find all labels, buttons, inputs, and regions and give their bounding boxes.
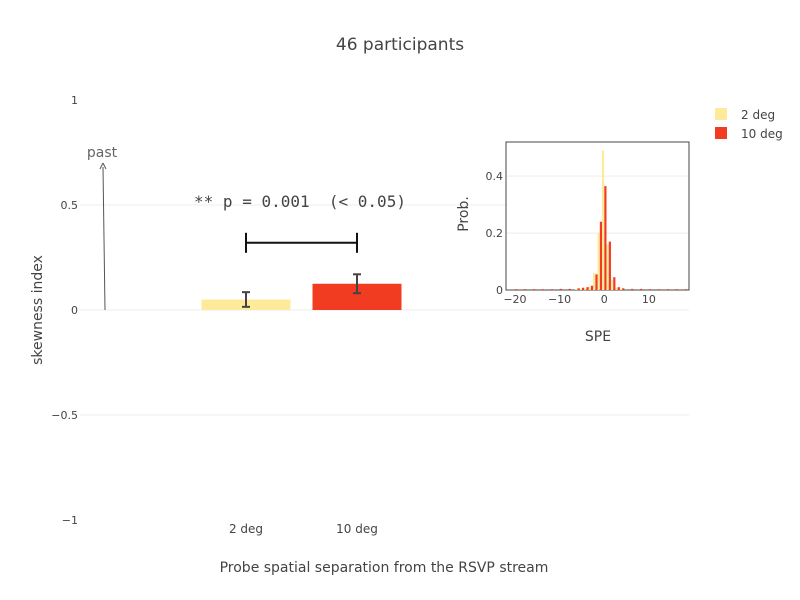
inset-bar-10deg	[595, 274, 598, 290]
y-axis-title: skewness index	[30, 255, 46, 365]
inset-x-tick-labels: −20 −10 0 10	[503, 293, 656, 306]
inset-x-tick-label: −10	[548, 293, 571, 306]
x-axis-title: Probe spatial separation from the RSVP s…	[220, 560, 549, 576]
inset-bar-10deg	[648, 289, 652, 290]
inset-bar-2deg	[584, 288, 587, 290]
inset-bar-10deg	[666, 289, 669, 290]
x-tick-label: 2 deg	[229, 522, 263, 536]
inset-bar-10deg	[568, 288, 571, 290]
inset-bar-2deg	[619, 288, 622, 290]
main-y-tick-labels: 1 0.5 0 −0.5 −1	[51, 94, 78, 527]
inset-bar-10deg	[608, 241, 611, 290]
inset-bar-2deg	[597, 233, 600, 290]
y-tick-label: 0.5	[61, 199, 79, 212]
x-tick-label: 10 deg	[336, 522, 378, 536]
main-x-tick-labels: 2 deg 10 deg	[229, 522, 378, 536]
inset-bar-10deg	[684, 289, 687, 290]
inset-y-axis-title: Prob.	[456, 196, 472, 232]
inset-x-tick-label: 10	[642, 293, 656, 306]
inset-bar-10deg	[523, 289, 527, 290]
legend-item-2deg[interactable]: 2 deg	[715, 108, 775, 122]
inset-bar-10deg	[515, 289, 518, 290]
inset-bar-10deg	[657, 289, 661, 290]
main-annotations: past ** p = 0.001 (< 0.05)	[87, 145, 406, 311]
main-error-bars	[242, 273, 361, 308]
inset-bar-2deg	[579, 288, 582, 290]
inset-bar-2deg	[575, 288, 578, 290]
inset-bar-10deg	[550, 289, 553, 290]
past-label: past	[87, 145, 118, 161]
legend[interactable]: 2 deg 10 deg	[715, 108, 783, 141]
inset-bar-10deg	[590, 285, 594, 290]
y-tick-label: 1	[71, 94, 78, 107]
inset-y-tick-label: 0.2	[486, 227, 504, 240]
past-arrow-head	[99, 162, 107, 170]
inset-bar-2deg	[606, 244, 609, 290]
inset-bar-10deg	[604, 186, 607, 290]
inset-plot: 0 0.2 0.4 −20 −10 0 10	[486, 141, 690, 306]
inset-bar-10deg	[622, 288, 625, 290]
past-arrow-line	[102, 166, 106, 311]
legend-label-10deg: 10 deg	[741, 127, 783, 141]
inset-bar-10deg	[675, 289, 678, 290]
main-bars	[201, 283, 402, 310]
inset-bar-10deg	[631, 288, 634, 290]
inset-y-tick-labels: 0 0.2 0.4	[486, 170, 504, 297]
legend-swatch-2deg	[715, 108, 727, 120]
y-tick-label: −1	[62, 514, 78, 527]
inset-bar-10deg	[599, 221, 603, 290]
inset-bar-10deg	[640, 288, 643, 290]
inset-bar-2deg	[592, 272, 596, 290]
inset-bar-2deg	[588, 286, 591, 290]
inset-bar-10deg	[559, 288, 562, 290]
inset-y-tick-label: 0.4	[486, 170, 504, 183]
chart-title: 46 participants	[336, 35, 464, 55]
inset-bars	[515, 150, 687, 290]
legend-swatch-10deg	[715, 127, 727, 139]
significance-label: ** p = 0.001 (< 0.05)	[194, 192, 406, 211]
main-plot: 1 0.5 0 −0.5 −1 2 deg 10 deg past ** p = 0.001…	[51, 94, 689, 536]
inset-bar-2deg	[615, 287, 618, 290]
inset-bar-2deg	[601, 150, 605, 290]
inset-x-tick-label: 0	[601, 293, 608, 306]
inset-bar-2deg	[610, 280, 614, 290]
inset-bar-10deg	[541, 289, 545, 290]
inset-bar-10deg	[581, 287, 585, 290]
legend-item-10deg[interactable]: 10 deg	[715, 127, 783, 141]
inset-bar-10deg	[577, 288, 580, 290]
inset-bar-10deg	[586, 287, 589, 290]
inset-bar-10deg	[617, 287, 620, 290]
y-tick-label: 0	[71, 304, 78, 317]
inset-x-axis-title: SPE	[585, 329, 611, 345]
inset-x-tick-label: −20	[503, 293, 526, 306]
legend-label-2deg: 2 deg	[741, 108, 775, 122]
inset-bar-10deg	[613, 277, 616, 290]
y-tick-label: −0.5	[51, 409, 78, 422]
inset-y-tick-label: 0	[496, 284, 503, 297]
inset-bar-10deg	[532, 289, 536, 290]
